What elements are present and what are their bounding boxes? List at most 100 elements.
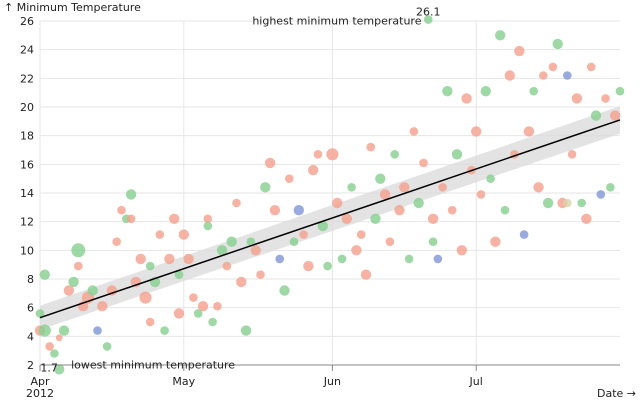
y-tick-label: 26 — [20, 15, 34, 28]
data-point-sun — [203, 214, 213, 224]
data-point-sun — [360, 269, 372, 280]
x-tick-label: Apr — [30, 375, 50, 388]
data-point-rain — [347, 183, 356, 192]
x-tick-label: Jul — [469, 375, 483, 388]
data-point-rain — [337, 254, 347, 264]
data-point-rain — [35, 309, 45, 318]
data-point-rain — [246, 237, 256, 246]
data-point-sun — [379, 189, 391, 200]
data-point-sun — [45, 342, 54, 351]
data-point-rain — [68, 276, 79, 288]
highest-value-label: 26.1 — [416, 6, 441, 19]
data-point-sun — [471, 126, 482, 137]
data-point-sun — [63, 285, 74, 296]
data-point-sun — [341, 213, 352, 224]
data-point-rain — [424, 15, 433, 24]
data-point-rain — [240, 325, 252, 336]
data-point-rain — [615, 86, 625, 96]
data-point-sun — [533, 182, 544, 193]
data-point-sun — [476, 190, 486, 199]
data-point-sun — [55, 334, 63, 342]
y-tick-label: 2 — [27, 359, 34, 372]
data-point-rain — [102, 342, 112, 351]
data-point-rain — [203, 221, 213, 231]
data-point-sun — [169, 213, 180, 224]
data-point-sun — [155, 230, 165, 239]
data-point-sun — [313, 150, 323, 159]
data-point-sun — [548, 62, 558, 72]
data-point-sun — [106, 285, 118, 296]
data-point-sun — [586, 62, 596, 72]
data-point-rain — [317, 220, 328, 232]
data-point-sun — [571, 93, 583, 104]
data-point-sun — [135, 253, 146, 265]
labels: ↑ Minimum Temperature Date → 24681012141… — [4, 1, 636, 400]
data-point-rain — [279, 285, 290, 296]
data-point-sun — [222, 261, 232, 271]
data-point-fog — [563, 198, 572, 208]
data-point-rain — [590, 110, 602, 121]
y-tick-label: 6 — [27, 302, 34, 315]
data-point-rain — [38, 324, 51, 337]
data-point-sun — [399, 182, 410, 193]
y-tick-label: 16 — [20, 158, 34, 171]
y-axis-title: ↑ Minimum Temperature — [4, 1, 141, 14]
data-point-rain — [606, 183, 615, 192]
data-point-rain — [208, 317, 217, 327]
y-tick-label: 8 — [27, 273, 34, 286]
data-point-sun — [139, 291, 152, 304]
trend-confidence-band — [40, 106, 620, 330]
data-point-sun — [356, 230, 366, 239]
data-point-rain — [413, 197, 424, 209]
data-point-drizzle — [563, 71, 572, 80]
x-axis-title: Date → — [597, 387, 636, 400]
trend-band-layer — [40, 106, 620, 330]
y-tick-label: 10 — [20, 244, 34, 257]
data-point-sun — [610, 110, 621, 121]
data-point-sun — [250, 245, 261, 256]
data-point-sun — [264, 157, 276, 169]
data-point-sun — [523, 126, 535, 137]
data-point-rain — [552, 38, 563, 50]
data-point-sun — [366, 142, 376, 152]
highest-annotation-label: highest minimum temperature — [252, 15, 421, 28]
trend-line — [39, 119, 621, 319]
data-point-sun — [447, 205, 457, 215]
axes — [39, 364, 620, 371]
data-point-sun — [145, 317, 155, 327]
y-tick-label: 4 — [27, 330, 34, 343]
data-point-sun — [189, 293, 198, 302]
data-point-drizzle — [93, 326, 102, 335]
data-point-sun — [256, 270, 265, 280]
data-point-sun — [567, 150, 577, 159]
y-tick-label: 22 — [20, 72, 34, 85]
data-point-rain — [451, 149, 463, 160]
data-point-sun — [74, 261, 83, 271]
data-point-rain — [125, 189, 137, 200]
y-tick-label: 12 — [20, 216, 34, 229]
data-point-sun — [112, 237, 121, 246]
data-point-sun — [427, 213, 439, 224]
data-point-sun — [385, 237, 395, 246]
data-point-drizzle — [433, 254, 443, 264]
data-point-sun — [438, 183, 447, 192]
data-point-rain — [145, 261, 155, 271]
data-point-rain — [404, 254, 414, 264]
data-point-sun — [183, 253, 194, 265]
data-point-sun — [514, 45, 525, 57]
scatter-points — [34, 15, 625, 375]
x-tick-sublabel: 2012 — [26, 387, 54, 400]
data-point-rain — [193, 309, 203, 318]
data-point-rain — [226, 236, 237, 247]
data-point-rain — [160, 326, 169, 335]
data-point-sun — [236, 276, 247, 288]
data-point-rain — [58, 325, 70, 336]
data-point-rain — [54, 364, 65, 375]
data-point-rain — [480, 86, 491, 97]
data-point-drizzle — [293, 205, 304, 216]
data-point-rain — [323, 261, 332, 271]
data-point-sun — [303, 260, 314, 272]
data-point-sun — [394, 205, 405, 216]
y-tick-label: 24 — [20, 44, 34, 57]
